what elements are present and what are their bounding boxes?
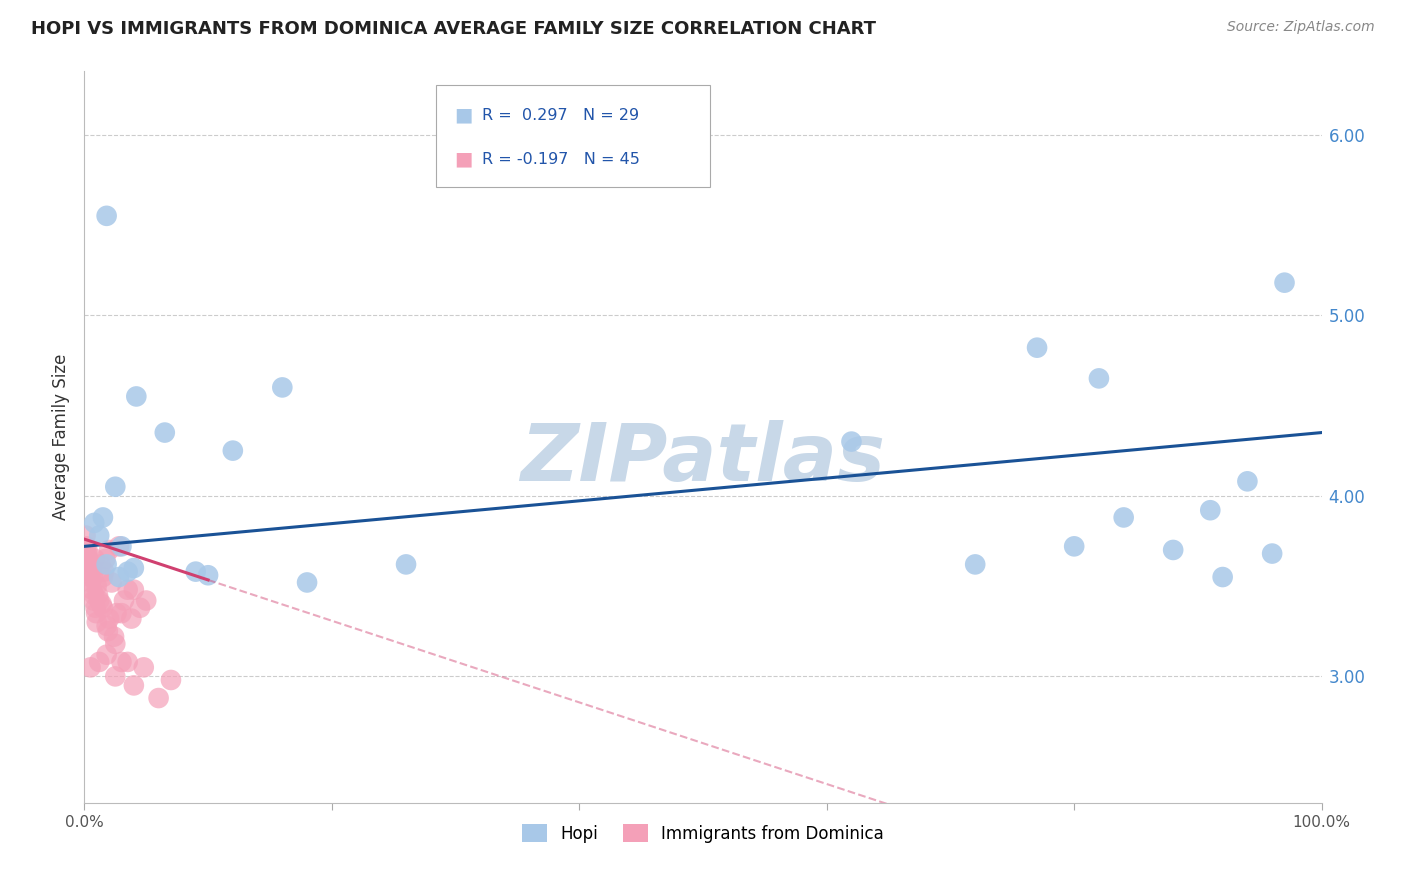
Point xyxy=(80,575,103,590)
Point xyxy=(965,558,987,572)
Point xyxy=(93,565,115,579)
Point xyxy=(86,579,108,593)
Point xyxy=(184,565,207,579)
Point xyxy=(86,615,108,630)
Point xyxy=(84,606,107,620)
Point xyxy=(122,678,145,692)
Point xyxy=(148,691,170,706)
Point xyxy=(271,380,294,394)
Point xyxy=(100,575,122,590)
Point xyxy=(80,561,103,575)
Text: Source: ZipAtlas.com: Source: ZipAtlas.com xyxy=(1227,20,1375,34)
Point xyxy=(75,539,97,553)
Point xyxy=(91,570,114,584)
Point xyxy=(89,655,111,669)
Point xyxy=(91,510,114,524)
Point xyxy=(222,443,245,458)
Point xyxy=(117,582,139,597)
Point xyxy=(79,660,101,674)
Point xyxy=(108,570,131,584)
Point xyxy=(295,575,318,590)
Text: R =  0.297   N = 29: R = 0.297 N = 29 xyxy=(482,108,640,123)
Point xyxy=(82,570,104,584)
Point xyxy=(1161,543,1184,558)
Point xyxy=(77,552,100,566)
Point xyxy=(1026,341,1049,355)
Point xyxy=(83,552,105,566)
Y-axis label: Average Family Size: Average Family Size xyxy=(52,354,70,520)
Point xyxy=(83,588,105,602)
Point xyxy=(94,552,117,566)
Point xyxy=(1212,570,1234,584)
Point xyxy=(197,568,219,582)
Point xyxy=(98,611,121,625)
Point xyxy=(77,561,100,575)
Point xyxy=(160,673,183,687)
Point xyxy=(79,565,101,579)
Point xyxy=(112,593,135,607)
Point xyxy=(89,528,111,542)
Text: ZIPatlas: ZIPatlas xyxy=(520,420,886,498)
Point xyxy=(110,606,132,620)
Point xyxy=(1274,276,1296,290)
Point xyxy=(104,480,127,494)
Text: HOPI VS IMMIGRANTS FROM DOMINICA AVERAGE FAMILY SIZE CORRELATION CHART: HOPI VS IMMIGRANTS FROM DOMINICA AVERAGE… xyxy=(31,20,876,37)
Point xyxy=(110,539,132,553)
Text: ■: ■ xyxy=(454,150,472,169)
Point xyxy=(79,570,101,584)
Point xyxy=(108,539,131,553)
Point xyxy=(83,593,105,607)
Point xyxy=(122,561,145,575)
Point xyxy=(1199,503,1222,517)
Point xyxy=(90,597,112,611)
Point xyxy=(96,619,118,633)
Point xyxy=(76,543,98,558)
Point xyxy=(76,547,98,561)
Point xyxy=(1236,475,1258,489)
Point xyxy=(135,593,157,607)
Point xyxy=(96,558,118,572)
Point xyxy=(122,582,145,597)
Point xyxy=(89,593,111,607)
Point xyxy=(1261,547,1284,561)
Point xyxy=(83,516,105,530)
Point xyxy=(79,558,101,572)
Point xyxy=(117,655,139,669)
Point xyxy=(110,655,132,669)
Point xyxy=(105,606,128,620)
Point xyxy=(395,558,418,572)
Point xyxy=(98,543,121,558)
Legend: Hopi, Immigrants from Dominica: Hopi, Immigrants from Dominica xyxy=(515,818,891,849)
Point xyxy=(75,528,97,542)
Point xyxy=(103,630,125,644)
Point xyxy=(153,425,176,440)
Point xyxy=(132,660,155,674)
Point xyxy=(82,582,104,597)
Point xyxy=(104,637,127,651)
Point xyxy=(1063,539,1085,553)
Point xyxy=(1088,371,1111,385)
Text: R = -0.197   N = 45: R = -0.197 N = 45 xyxy=(482,152,640,167)
Point xyxy=(125,389,148,403)
Point xyxy=(117,565,139,579)
Point xyxy=(84,600,107,615)
Point xyxy=(91,600,114,615)
Point xyxy=(89,558,111,572)
Text: ■: ■ xyxy=(454,106,472,125)
Point xyxy=(841,434,863,449)
Point xyxy=(120,611,142,625)
Point xyxy=(1112,510,1135,524)
Point xyxy=(104,669,127,683)
Point xyxy=(96,648,118,662)
Point xyxy=(96,209,118,223)
Point xyxy=(87,588,110,602)
Point xyxy=(129,600,152,615)
Point xyxy=(97,624,120,639)
